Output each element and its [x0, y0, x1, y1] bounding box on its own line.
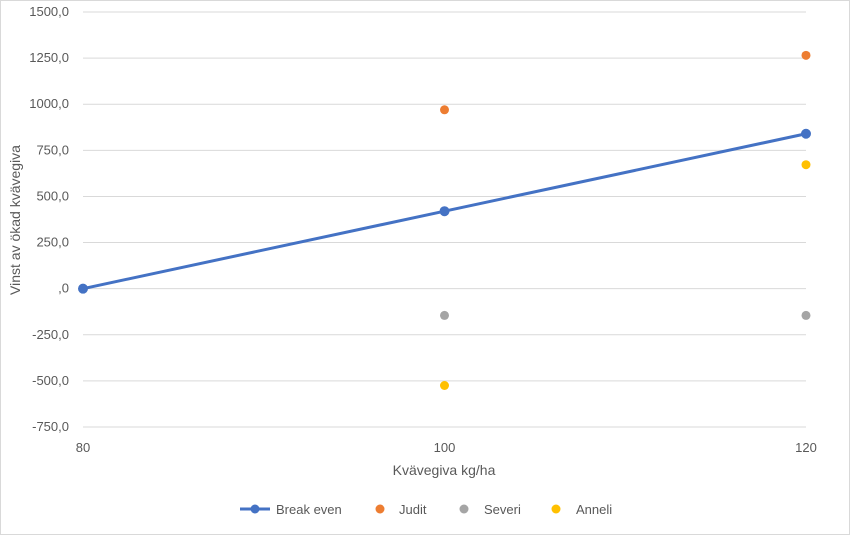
y-tick-label: -500,0 — [32, 373, 69, 388]
y-tick-label: 1500,0 — [29, 4, 69, 19]
y-tick-label: 500,0 — [36, 188, 69, 203]
y-axis-title: Vinst av ökad kvävegiva — [7, 145, 23, 295]
data-point-anneli — [801, 160, 811, 170]
legend-marker-judit — [375, 504, 385, 514]
x-tick-labels: 80 100 120 — [76, 440, 817, 455]
legend-label-severi: Severi — [484, 502, 521, 517]
y-tick-label: 1250,0 — [29, 50, 69, 65]
legend-marker-break-even — [250, 504, 260, 514]
data-point-break-even — [801, 128, 811, 139]
data-point-anneli — [440, 381, 449, 390]
series-group — [78, 50, 811, 390]
y-tick-labels: -750,0 -500,0 -250,0 ,0 250,0 500,0 750,0 1000,… — [29, 4, 69, 434]
legend-marker-anneli — [551, 504, 561, 514]
legend-label-judit: Judit — [399, 502, 427, 517]
legend: Break even Judit Severi Anneli — [240, 502, 612, 517]
x-tick-label: 100 — [434, 440, 456, 455]
legend-label-break-even: Break even — [276, 502, 342, 517]
data-point-judit — [801, 50, 811, 60]
legend-marker-severi — [459, 504, 469, 514]
data-point-severi — [801, 310, 811, 320]
x-tick-label: 80 — [76, 440, 90, 455]
data-point-break-even — [439, 206, 450, 217]
x-axis-title: Kvävegiva kg/ha — [393, 462, 496, 478]
gridlines — [83, 11, 806, 428]
y-tick-label: -750,0 — [32, 419, 69, 434]
y-tick-label: ,0 — [58, 281, 69, 296]
data-point-judit — [440, 105, 449, 115]
y-tick-label: 1000,0 — [29, 96, 69, 111]
y-tick-label: 750,0 — [36, 142, 69, 157]
y-tick-label: -250,0 — [32, 327, 69, 342]
x-tick-label: 120 — [795, 440, 817, 455]
legend-label-anneli: Anneli — [576, 502, 612, 517]
data-point-break-even — [78, 283, 88, 294]
y-tick-label: 250,0 — [36, 235, 69, 250]
data-point-severi — [440, 310, 449, 320]
